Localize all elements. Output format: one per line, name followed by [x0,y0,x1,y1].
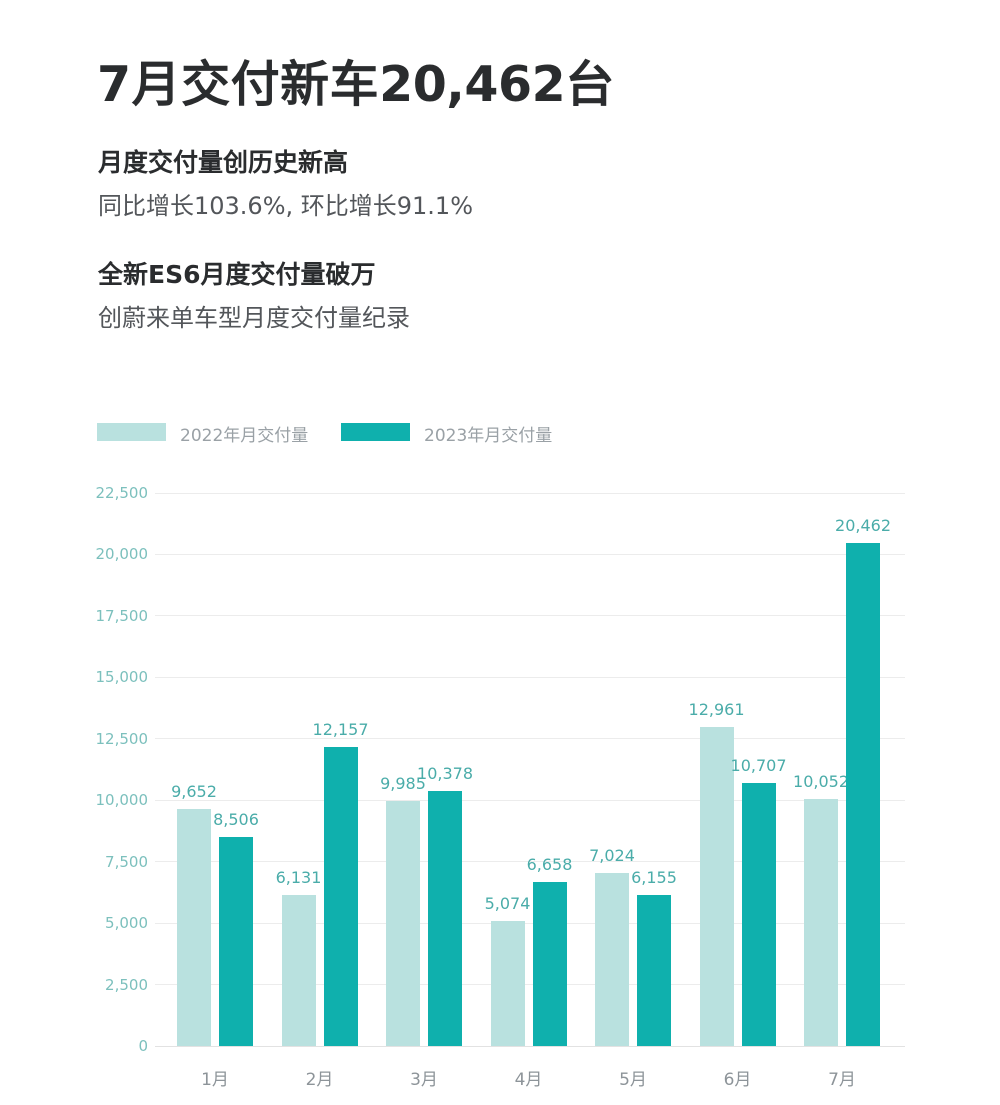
bar-2023年月交付量-3月 [428,790,462,1046]
gridline [155,553,905,555]
bar-2022年月交付量-1月 [177,808,211,1046]
bar-group-3月: 9,985 10,378 [380,493,473,1046]
y-axis-tick-label: 0 [138,1037,148,1055]
highlight-2-body: 创蔚来单车型月度交付量纪录 [98,304,410,332]
title-suffix: 台 [565,56,615,113]
y-axis-tick-label: 22,500 [95,484,149,502]
bar-value-label: 9,652 [171,781,217,801]
bar-chart: 9,652 8,506 6,131 12,157 9,985 10,378 5,074 6,6… [88,484,948,1093]
x-axis-label: 6月 [723,1070,752,1090]
page-title: 7月交付新车20,462台 [97,45,615,116]
bar-group-1月: 9,652 8,506 [171,493,259,1046]
bar-column: 6,155 [631,868,677,1046]
bar-group-2月: 6,131 12,157 [276,493,369,1046]
bar-value-label: 6,658 [526,855,573,875]
bar-value-label: 6,155 [631,867,677,887]
bar-column: 12,157 [313,721,369,1046]
y-axis-tick-label: 12,500 [95,729,149,748]
legend-label-2023: 2023年月交付量 [424,426,553,446]
gridline [155,799,905,801]
bar-column: 9,985 [380,774,426,1046]
gridline [155,738,905,740]
bar-2022年月交付量-4月 [490,921,525,1046]
plot-area: 9,652 8,506 6,131 12,157 9,985 10,378 5,074 6,6… [155,492,905,1047]
bar-column: 9,652 [171,782,217,1046]
bar-group-4月: 5,074 6,658 [485,493,572,1046]
gridline [155,1045,905,1047]
x-axis-label: 7月 [828,1070,856,1090]
gridline [155,861,905,863]
bar-2022年月交付量-5月 [595,873,629,1046]
bar-value-label: 6,131 [275,868,322,888]
bar-2023年月交付量-5月 [637,894,671,1046]
title-number: 20,462 [379,56,566,113]
bar-2022年月交付量-2月 [281,895,316,1046]
bar-2023年月交付量-6月 [741,782,776,1046]
bar-column: 10,707 [731,756,787,1046]
bar-column: 6,658 [527,856,572,1046]
bar-2022年月交付量-3月 [386,800,420,1046]
bar-2023年月交付量-2月 [323,747,358,1046]
bar-column: 20,462 [835,517,891,1046]
bar-value-label: 10,052 [793,771,849,791]
y-axis-tick-label: 20,000 [95,545,149,564]
bar-group-6月: 12,961 10,707 [689,493,787,1046]
x-axis-label: 3月 [410,1070,438,1090]
bar-2023年月交付量-1月 [219,836,253,1046]
bar-column: 10,052 [793,772,849,1046]
bar-column: 7,024 [589,847,635,1046]
y-axis-tick-label: 7,500 [105,852,148,871]
bar-value-label: 10,378 [417,763,473,783]
highlight-1-heading: 月度交付量创历史新高 [98,148,349,177]
bar-column: 12,961 [689,701,745,1046]
bar-value-label: 7,024 [589,846,635,866]
y-axis-tick-label: 10,000 [95,791,149,810]
legend-label-2022: 2022年月交付量 [180,426,309,446]
title-prefix: 7月交付新车 [97,56,380,113]
bar-value-label: 5,074 [484,894,531,914]
gridline [155,676,905,678]
x-axis-label: 4月 [514,1070,543,1090]
bar-column: 6,131 [276,869,321,1046]
bar-2022年月交付量-7月 [804,798,838,1046]
gridline [155,492,905,494]
bar-value-label: 9,985 [380,773,426,793]
bar-value-label: 20,462 [835,516,891,536]
bar-group-7月: 10,052 20,462 [793,493,891,1046]
bar-2023年月交付量-7月 [846,543,880,1046]
gridline [155,984,905,986]
highlight-2-heading: 全新ES6月度交付量破万 [98,260,376,289]
gridline [155,615,905,617]
bar-column: 5,074 [485,895,530,1046]
y-axis-tick-label: 17,500 [95,606,149,625]
gridline [155,922,905,924]
y-axis-tick-label: 15,000 [95,668,149,687]
y-axis-tick-label: 2,500 [105,975,148,994]
x-axis-label: 2月 [305,1070,334,1090]
legend-swatch-2023 [341,423,410,441]
highlight-1-body: 同比增长103.6%, 环比增长91.1% [98,192,474,220]
bar-2022年月交付量-6月 [699,727,734,1046]
bar-value-label: 12,157 [312,720,369,740]
bar-group-5月: 7,024 6,155 [589,493,677,1046]
x-axis-label: 1月 [201,1070,229,1090]
x-axis-label: 5月 [619,1070,647,1090]
bar-value-label: 10,707 [730,755,787,775]
bar-column: 8,506 [213,810,259,1046]
legend-swatch-2022 [97,423,166,441]
bar-2023年月交付量-4月 [532,882,567,1046]
y-axis-tick-label: 5,000 [105,914,148,933]
bar-value-label: 12,961 [688,700,745,720]
bar-value-label: 8,506 [213,809,259,829]
bar-column: 10,378 [417,764,473,1046]
